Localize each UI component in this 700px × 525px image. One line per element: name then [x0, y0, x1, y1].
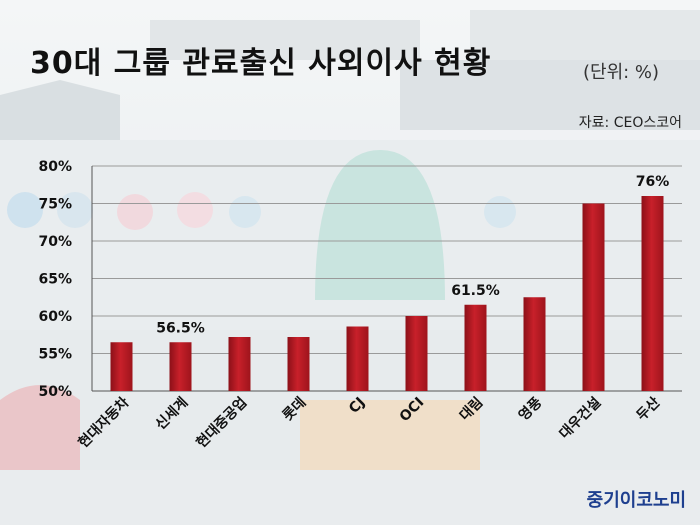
x-tick-label: 롯데	[280, 395, 310, 425]
source-label: 자료: CEO스코어	[578, 115, 682, 131]
x-tick-label: OCI	[397, 395, 428, 426]
bar	[346, 326, 369, 391]
bar	[641, 196, 664, 391]
data-label: 76%	[636, 174, 670, 190]
x-tick-label: 현대중공업	[193, 395, 250, 452]
y-tick-label: 55%	[38, 347, 72, 363]
y-tick-label: 70%	[38, 234, 72, 250]
x-tick-label: CJ	[346, 395, 368, 417]
x-tick-label: 두산	[633, 394, 663, 424]
x-tick-label: 대림	[457, 395, 487, 425]
y-tick-label: 50%	[38, 384, 72, 400]
bar	[464, 304, 487, 391]
y-tick-label: 75%	[38, 197, 72, 213]
brand-logo: 중기이코노미	[586, 490, 686, 511]
bar	[110, 342, 133, 391]
x-tick-label: 영풍	[515, 394, 545, 424]
bar	[523, 297, 546, 391]
bar	[169, 342, 192, 391]
bar	[405, 316, 428, 391]
chart-title: 30대 그룹 관료출신 사외이사 현황	[30, 46, 492, 81]
x-tick-label: 신세계	[153, 395, 192, 434]
x-tick-label: 대우건설	[556, 394, 604, 442]
bar	[287, 337, 310, 391]
y-tick-label: 65%	[38, 272, 72, 288]
bar	[582, 203, 605, 391]
data-label: 56.5%	[156, 320, 205, 336]
unit-label: (단위: %)	[583, 62, 660, 83]
bar	[228, 337, 251, 391]
x-tick-label: 현대자동차	[75, 394, 132, 451]
y-tick-label: 80%	[38, 159, 72, 175]
data-label: 61.5%	[451, 283, 500, 299]
y-tick-label: 60%	[38, 309, 72, 325]
